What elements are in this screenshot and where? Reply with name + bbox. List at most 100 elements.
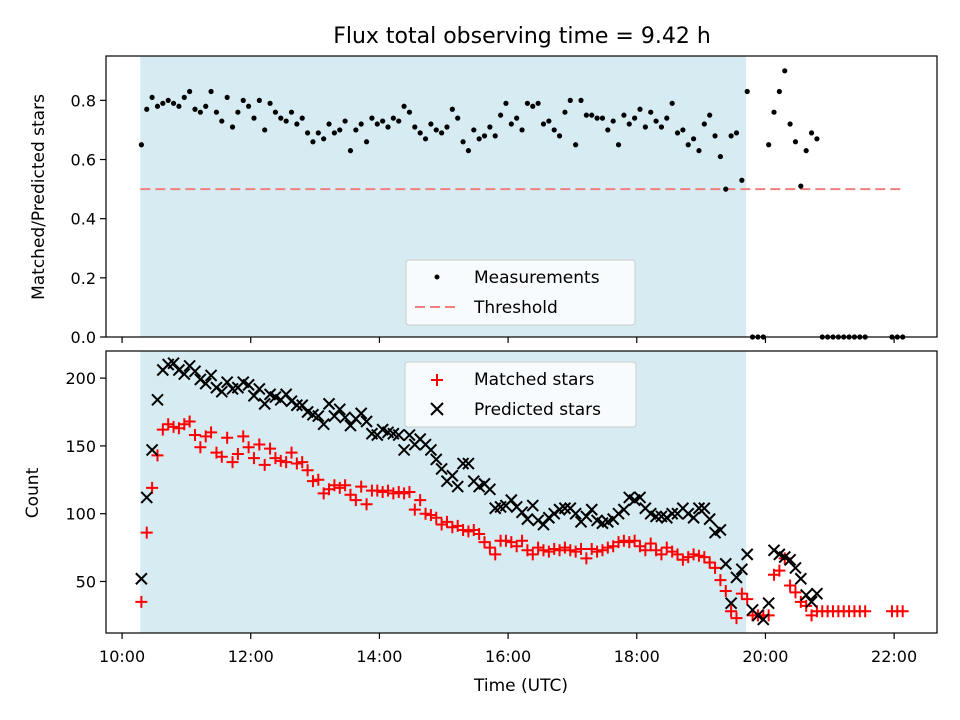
matched-star-marker	[264, 442, 277, 455]
matched-star-markers	[135, 415, 909, 625]
predicted-star-marker	[204, 369, 218, 382]
measurement-point	[508, 121, 514, 127]
matched-star-marker	[183, 415, 196, 428]
measurement-point	[288, 109, 295, 115]
measurement-point	[176, 103, 182, 109]
x-tick-label: 22:00	[871, 647, 917, 666]
matched-star-marker	[489, 548, 502, 561]
predicted-star-marker	[392, 428, 405, 442]
legend-plus-icon	[431, 374, 443, 386]
measurement-point	[664, 115, 670, 121]
predicted-star-marker	[242, 378, 255, 392]
predicted-star-marker	[741, 548, 754, 561]
predicted-star-marker	[215, 385, 229, 398]
measurement-point	[766, 142, 772, 148]
measurement-point	[487, 124, 493, 130]
measurement-point	[712, 133, 718, 139]
measurement-point	[406, 109, 413, 115]
predicted-star-marker	[290, 399, 304, 412]
measurement-point	[449, 106, 455, 112]
matched-star-marker	[510, 540, 523, 553]
measurement-point	[396, 118, 402, 124]
measurement-point	[439, 130, 445, 136]
measurement-point	[696, 148, 702, 154]
measurement-point	[165, 97, 171, 103]
measurement-point	[412, 124, 418, 130]
ratio-y-tick-label: 0.8	[71, 91, 96, 110]
matched-star-marker	[376, 486, 389, 498]
matched-star-marker	[162, 418, 175, 431]
measurement-point	[203, 103, 209, 109]
matched-star-marker	[473, 528, 486, 541]
measurement-point	[380, 118, 386, 124]
x-tick-label: 16:00	[485, 647, 531, 666]
matched-star-marker	[258, 458, 271, 471]
chart-title: Flux total observing time = 9.42 h	[333, 24, 711, 49]
matched-star-marker	[269, 452, 282, 465]
matched-star-marker	[687, 548, 700, 561]
predicted-star-marker	[435, 462, 448, 476]
predicted-star-marker	[483, 483, 497, 496]
matched-star-marker	[628, 534, 641, 547]
predicted-star-marker	[665, 507, 679, 520]
x-tick-label: 12:00	[228, 647, 274, 666]
matched-star-marker	[730, 612, 743, 625]
measurement-point	[578, 97, 584, 103]
matched-star-marker	[457, 523, 470, 536]
measurement-point	[615, 142, 622, 148]
predicted-star-marker	[649, 510, 663, 523]
measurement-point	[160, 100, 166, 106]
matched-star-marker	[430, 511, 443, 524]
matched-star-marker	[242, 441, 255, 454]
measurement-point	[594, 115, 600, 121]
predicted-star-marker	[424, 443, 438, 457]
measurement-point	[272, 109, 279, 115]
matched-star-marker	[709, 561, 722, 574]
matched-star-marker	[156, 423, 169, 436]
measurement-point	[551, 127, 557, 133]
measurement-point	[481, 133, 488, 139]
measurement-point	[181, 94, 187, 101]
measurement-point	[685, 142, 691, 148]
measurement-point	[798, 183, 804, 189]
predicted-star-marker	[135, 572, 148, 585]
matched-star-marker	[719, 584, 732, 597]
matched-star-marker	[371, 484, 384, 497]
matched-star-marker	[408, 503, 421, 516]
predicted-star-marker	[687, 511, 700, 524]
predicted-star-marker	[617, 503, 631, 516]
predicted-star-marker	[580, 510, 593, 523]
predicted-star-marker	[762, 596, 775, 610]
matched-star-marker	[140, 526, 153, 539]
predicted-star-marker	[188, 365, 202, 378]
predicted-star-marker	[317, 418, 330, 431]
matched-star-marker	[580, 552, 593, 565]
measurement-point	[787, 121, 793, 127]
measurement-point	[219, 118, 225, 124]
predicted-star-marker	[714, 523, 727, 537]
measurement-point	[717, 153, 724, 160]
measurement-point	[347, 148, 354, 154]
measurement-point	[363, 139, 370, 145]
measurement-point	[310, 139, 316, 145]
predicted-star-marker	[810, 587, 824, 600]
ratio-y-tick-label: 0.4	[71, 210, 96, 229]
matched-star-marker	[387, 487, 400, 500]
matched-star-marker	[344, 488, 357, 501]
ratio-y-tick-label: 0.2	[71, 269, 96, 288]
measurement-point	[460, 139, 466, 145]
x-tick-label: 14:00	[356, 647, 402, 666]
measurement-point	[701, 121, 707, 127]
ratio-panel: 0.00.20.40.60.8 Matched/Predicted stars …	[29, 55, 938, 347]
measurement-point	[187, 88, 193, 95]
predicted-star-marker	[354, 407, 368, 420]
measurement-point	[251, 115, 257, 121]
matched-star-marker	[462, 525, 475, 538]
predicted-star-marker	[140, 491, 153, 504]
matched-star-marker	[392, 486, 405, 498]
predicted-star-marker	[220, 375, 234, 389]
measurement-point	[331, 130, 337, 136]
measurement-point	[556, 133, 563, 139]
measurement-point	[680, 127, 686, 133]
measurement-point	[428, 121, 434, 127]
